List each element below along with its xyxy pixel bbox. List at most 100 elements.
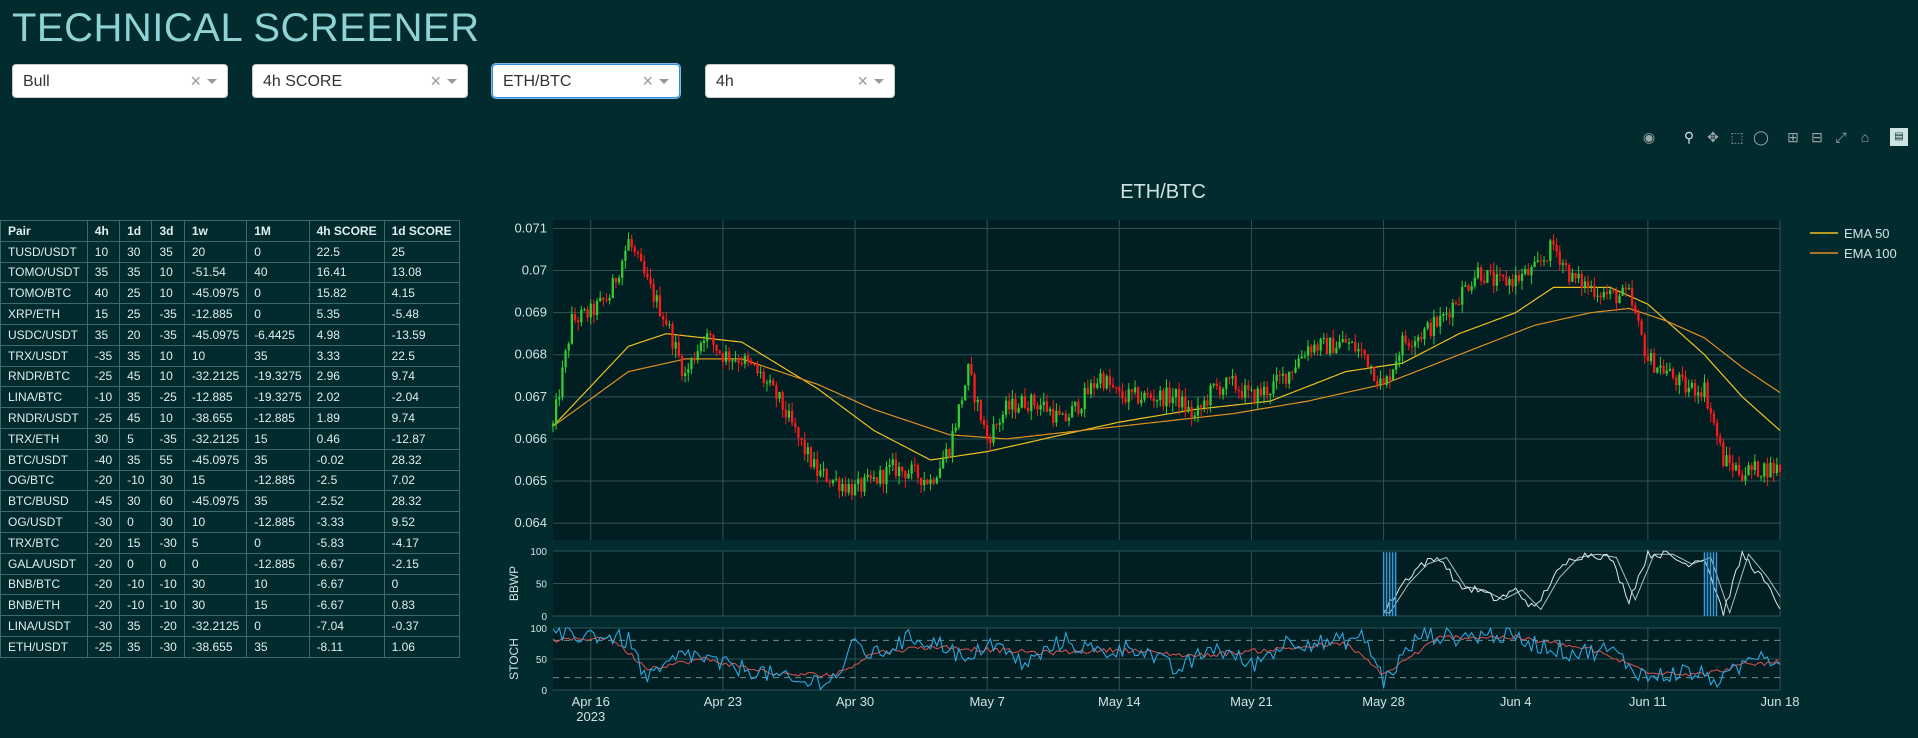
candle (790, 410, 794, 424)
table-row[interactable]: OG/BTC -20 -10 30 15 -12.885 -2.5 7.02 (0, 469, 460, 492)
candle (658, 295, 662, 317)
table-row[interactable]: ETH/USDT -25 35 -30 -38.655 35 -8.11 1.06 (0, 635, 460, 658)
table-row[interactable]: TRX/BTC -20 15 -30 5 0 -5.83 -4.17 (0, 531, 460, 554)
table-row[interactable]: RNDR/USDT -25 45 10 -38.655 -12.885 1.89 9.74 (0, 407, 460, 429)
zoom-icon[interactable]: ⚲ (1683, 129, 1695, 145)
column-header[interactable]: 3d (151, 220, 185, 242)
chevron-down-icon[interactable] (874, 79, 884, 84)
candle (938, 468, 942, 478)
candle (1369, 366, 1373, 368)
box-select-icon[interactable]: ⬚ (1730, 129, 1744, 145)
chevron-down-icon[interactable] (659, 79, 669, 84)
y-tick-label: 0.07 (522, 263, 547, 278)
candle (1552, 240, 1555, 245)
candle (1376, 381, 1379, 386)
candle (1379, 378, 1382, 386)
candle (910, 464, 913, 474)
candle (1244, 385, 1247, 398)
candle (1627, 287, 1631, 290)
candle (583, 309, 586, 311)
clear-icon[interactable]: × (430, 71, 441, 91)
camera-icon[interactable]: ◉ (1642, 129, 1656, 145)
table-cell: -30 (86, 615, 121, 637)
pair-dropdown[interactable]: ETH/BTC × (492, 64, 680, 98)
signal-dropdown[interactable]: Bull × (12, 64, 228, 98)
table-row[interactable]: BNB/BTC -20 -10 -10 30 10 -6.67 0 (0, 573, 460, 596)
pan-icon[interactable]: ✥ (1707, 129, 1719, 145)
autoscale-icon[interactable]: ⤢ (1835, 129, 1847, 145)
clear-icon[interactable]: × (190, 71, 201, 91)
candle (1373, 366, 1376, 382)
candle (1275, 374, 1278, 382)
candle (1583, 281, 1587, 289)
zoom-out-icon[interactable]: ⊟ (1811, 129, 1823, 145)
candle (967, 364, 970, 386)
reset-axes-icon[interactable]: ⌂ (1860, 129, 1870, 145)
table-row[interactable]: BTC/USDT -40 35 55 -45.0975 35 -0.02 28.32 (0, 448, 460, 471)
chevron-down-icon[interactable] (447, 79, 457, 84)
clear-icon[interactable]: × (857, 71, 868, 91)
table-cell: 40 (86, 282, 121, 305)
candle (1457, 304, 1461, 306)
candle (1533, 261, 1536, 267)
candle (1300, 356, 1303, 359)
zoom-in-icon[interactable]: ⊞ (1787, 129, 1799, 145)
timeframe-dropdown[interactable]: 4h × (705, 64, 895, 98)
table-row[interactable]: TRX/ETH 30 5 -35 -32.2125 15 0.46 -12.87 (0, 427, 460, 450)
candle (1766, 463, 1769, 478)
candle (1118, 387, 1121, 392)
candle (897, 466, 901, 477)
chart-title: ETH/BTC (1120, 181, 1206, 203)
table-cell: -13.59 (383, 323, 460, 346)
candle (1608, 290, 1612, 295)
candle (1316, 344, 1319, 351)
y-tick-label: 0.068 (514, 347, 547, 362)
clear-icon[interactable]: × (642, 71, 653, 91)
candle (1209, 385, 1212, 406)
candle (1250, 389, 1253, 391)
candle (1297, 358, 1300, 368)
candle (709, 333, 712, 336)
column-header[interactable]: 1M (246, 220, 310, 242)
candle (706, 333, 709, 341)
pair-cell: TRX/ETH (0, 427, 88, 450)
candle (1395, 361, 1398, 370)
table-row[interactable]: BTC/BUSD -45 30 60 -45.0975 35 -2.52 28.32 (0, 490, 460, 513)
lasso-select-icon[interactable]: ◯ (1753, 129, 1769, 145)
candle (1715, 422, 1719, 437)
x-tick-label: May 21 (1230, 694, 1273, 709)
candle (1558, 251, 1561, 265)
candle (907, 473, 910, 479)
candle (1234, 375, 1237, 390)
x-tick-label: Apr 23 (704, 694, 742, 709)
candle (1341, 339, 1344, 342)
candle (1486, 270, 1489, 283)
candle (1146, 392, 1149, 395)
chevron-down-icon[interactable] (207, 79, 217, 84)
candle (1741, 474, 1744, 481)
x-tick-label: May 28 (1362, 694, 1405, 709)
sort-dropdown[interactable]: 4h SCORE × (252, 64, 468, 98)
candle (1077, 401, 1080, 414)
plotly-logo-icon[interactable]: ▤ (1890, 128, 1908, 146)
candle (589, 303, 592, 318)
candle (775, 385, 778, 399)
candle (857, 478, 860, 485)
candle (677, 342, 680, 356)
candle (1640, 320, 1643, 335)
table-row[interactable]: BNB/ETH -20 -10 -10 30 15 -6.67 0.83 (0, 594, 460, 617)
candle (1231, 375, 1234, 379)
table-row[interactable]: LINA/USDT -30 35 -20 -32.2125 0 -7.04 -0.37 (0, 615, 460, 637)
table-row[interactable]: TRX/USDT -35 35 10 10 35 3.33 22.5 (0, 344, 460, 367)
legend[interactable]: EMA 50 EMA 100 (1810, 226, 1897, 261)
table-cell: -19.3275 (246, 365, 310, 388)
table-cell: -35 (151, 303, 185, 325)
candle (1763, 463, 1766, 477)
column-header[interactable]: 1d SCORE (383, 220, 460, 242)
column-header[interactable]: Pair (0, 220, 88, 242)
table-row[interactable]: OG/USDT -30 0 30 10 -12.885 -3.33 9.52 (0, 511, 460, 533)
table-row[interactable]: LINA/BTC -10 35 -25 -12.885 -19.3275 2.02 -2.04 (0, 386, 460, 409)
column-header[interactable]: 1d (119, 220, 153, 242)
table-row[interactable]: TOMO/BTC 40 25 10 -45.0975 0 15.82 4.15 (0, 282, 460, 305)
